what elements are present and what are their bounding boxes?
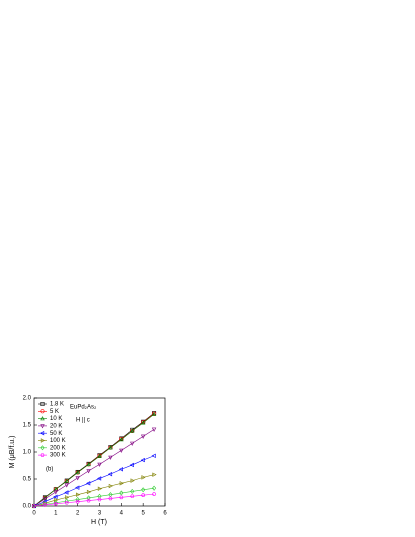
data-point	[75, 476, 80, 481]
data-point	[151, 427, 157, 432]
data-point	[53, 490, 59, 495]
data-point	[130, 494, 135, 499]
data-point	[151, 485, 157, 491]
data-point	[97, 486, 103, 491]
legend-marker	[40, 424, 45, 429]
y-tick-label: 2.0	[23, 396, 32, 402]
data-point	[53, 502, 58, 506]
x-tick-label: 0	[32, 511, 36, 517]
data-point	[141, 487, 146, 493]
legend-marker	[40, 438, 46, 443]
annotation: EuPd₂As₂	[70, 405, 97, 411]
data-point	[108, 445, 113, 450]
data-point	[75, 470, 80, 475]
data-point	[86, 469, 91, 474]
legend-marker	[40, 416, 45, 421]
data-point	[119, 481, 124, 486]
series-line	[33, 474, 155, 507]
data-point	[108, 455, 113, 460]
data-point	[141, 475, 146, 480]
data-point	[130, 428, 135, 433]
data-point	[140, 457, 145, 463]
legend-label: 50 K	[50, 431, 62, 437]
x-axis-label: H (T)	[91, 519, 107, 526]
data-point	[130, 441, 135, 446]
legend-marker	[40, 401, 45, 406]
data-point	[97, 497, 102, 502]
data-point	[140, 434, 146, 439]
data-point	[75, 499, 80, 504]
data-point	[97, 453, 102, 458]
series-line	[33, 493, 155, 507]
x-tick-label: 4	[120, 511, 124, 517]
data-point	[64, 483, 69, 488]
data-point	[31, 504, 37, 508]
data-point	[64, 490, 69, 495]
legend-marker	[40, 453, 45, 457]
data-point	[65, 495, 70, 500]
data-point	[42, 497, 48, 502]
legend-marker	[40, 409, 45, 414]
x-tick-label: 2	[76, 511, 80, 517]
annotation: (b)	[46, 467, 53, 473]
data-point	[64, 500, 69, 505]
data-point	[140, 420, 146, 425]
legend-label: 300 K	[50, 453, 66, 459]
data-point	[86, 498, 91, 503]
data-point	[108, 483, 113, 489]
y-axis-label: M (μB/f.u.)	[9, 436, 16, 469]
annotation: H || c	[76, 418, 90, 424]
data-point	[76, 492, 81, 497]
series-line	[33, 487, 155, 507]
data-point	[119, 495, 124, 500]
data-point	[86, 481, 91, 486]
data-point	[75, 485, 80, 490]
legend-label: 10 K	[50, 416, 62, 422]
legend-marker	[39, 431, 45, 436]
data-point	[97, 462, 102, 467]
data-point	[42, 503, 47, 507]
data-point	[119, 448, 124, 453]
series-line	[33, 455, 155, 507]
data-point	[86, 489, 92, 495]
data-point	[53, 500, 58, 506]
data-point	[96, 476, 102, 481]
data-point	[119, 490, 124, 496]
data-point	[118, 467, 123, 472]
legend-label: 100 K	[50, 438, 66, 444]
data-point	[151, 411, 157, 416]
y-tick-label: 1.0	[23, 450, 32, 456]
legend-label: 20 K	[50, 423, 62, 429]
data-point	[130, 478, 135, 483]
data-point	[64, 498, 69, 504]
y-tick-label: 0.0	[23, 504, 32, 510]
y-tick-label: 0.5	[23, 477, 32, 483]
data-point	[129, 462, 134, 468]
data-point	[151, 453, 156, 458]
data-point	[152, 472, 157, 477]
data-point	[152, 492, 157, 496]
y-tick-label: 1.5	[23, 423, 32, 429]
data-point	[107, 471, 113, 477]
legend-label: 200 K	[50, 445, 66, 451]
data-point	[119, 437, 124, 442]
legend-label: 1.8 K	[50, 402, 64, 408]
x-tick-label: 1	[54, 511, 58, 517]
data-point	[64, 478, 69, 483]
data-point	[53, 494, 58, 500]
legend-label: 5 K	[50, 409, 59, 415]
legend-marker	[40, 445, 45, 451]
x-tick-label: 6	[163, 511, 167, 517]
x-tick-label: 3	[98, 511, 102, 517]
data-point	[86, 495, 91, 501]
x-tick-label: 5	[141, 511, 145, 517]
data-point	[141, 493, 146, 497]
data-point	[130, 488, 135, 494]
data-point	[86, 461, 91, 467]
data-point	[108, 496, 113, 501]
